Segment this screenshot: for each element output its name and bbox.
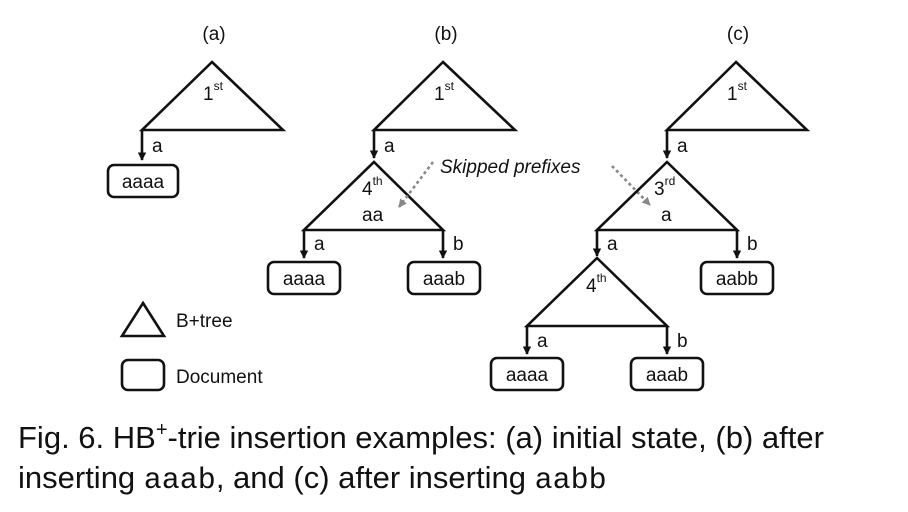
skipped-prefixes-annotation: Skipped prefixes xyxy=(440,157,581,178)
document-a xyxy=(106,163,180,199)
inner-b-prefix: aa xyxy=(362,205,384,226)
caption-code-aaab: aaab xyxy=(143,464,216,498)
document-b-right-key: aaab xyxy=(423,269,465,290)
panel-c: (c) 1st a 3rd a a b aabb 4th a b aaaa aa… xyxy=(489,24,811,392)
document-c2-left xyxy=(489,356,565,392)
document-a-key: aaaa xyxy=(122,172,165,193)
caption-code-aabb: aabb xyxy=(534,464,607,498)
edge-c-left-label: a xyxy=(607,234,618,255)
btree-inner-b xyxy=(300,160,447,232)
edge-c2-left-label: a xyxy=(537,331,548,352)
inner-c-prefix: a xyxy=(661,205,672,226)
root-a-rank: 1st xyxy=(203,79,224,105)
figure-caption: Fig. 6. HB+-trie insertion examples: (a)… xyxy=(18,419,824,498)
panel-a-label: (a) xyxy=(202,24,225,45)
panel-b: (b) 1st a 4th aa a b aaaa aaab xyxy=(266,24,519,296)
document-c2-right xyxy=(629,356,705,392)
document-c2-right-key: aaab xyxy=(646,365,688,386)
skip-arrow-b xyxy=(397,161,435,208)
edge-c2-right-label: b xyxy=(677,331,688,352)
edge-b-left-label: a xyxy=(314,234,325,255)
edge-c-right-label: b xyxy=(747,234,758,255)
document-c2-left-key: aaaa xyxy=(506,365,549,386)
legend-btree-icon xyxy=(119,300,167,338)
document-c-right xyxy=(699,260,775,296)
edge-b-root-label: a xyxy=(384,136,395,157)
btree-root-b xyxy=(370,60,519,132)
document-b-left xyxy=(266,260,342,296)
panel-a: (a) 1st a aaaa xyxy=(106,24,287,199)
btree-root-c xyxy=(663,60,811,132)
document-b-left-key: aaaa xyxy=(283,269,326,290)
root-b-rank: 1st xyxy=(434,79,455,105)
root-c-rank: 1st xyxy=(727,79,748,105)
btree-root-a xyxy=(138,60,287,132)
hb-trie-diagram: (a) 1st a aaaa (b) 1st a 4th aa a b aaaa… xyxy=(106,24,811,392)
edge-b-right-label: b xyxy=(453,234,464,255)
inner-b-rank: 4th xyxy=(362,174,383,200)
edge-a-label: a xyxy=(152,136,163,157)
inner2-c-rank: 4th xyxy=(586,271,607,297)
edge-c-root-label: a xyxy=(677,136,688,157)
document-b-right xyxy=(406,260,482,296)
btree-inner2-c xyxy=(523,256,671,328)
btree-inner-c xyxy=(593,160,741,232)
legend-document-icon xyxy=(120,358,166,392)
panel-c-label: (c) xyxy=(727,24,749,45)
legend-btree-label: B+tree xyxy=(176,311,233,332)
legend: B+tree Document xyxy=(119,300,263,392)
legend-document-label: Document xyxy=(176,367,263,388)
inner-c-rank: 3rd xyxy=(654,174,675,200)
panel-b-label: (b) xyxy=(434,24,457,45)
document-c-right-key: aabb xyxy=(716,269,758,290)
